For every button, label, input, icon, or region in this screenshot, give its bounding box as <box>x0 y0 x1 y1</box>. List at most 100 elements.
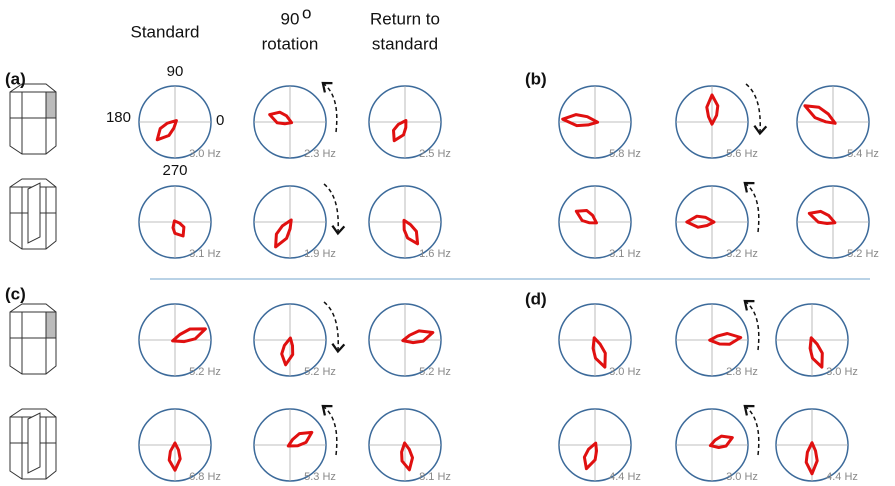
polar-plot <box>138 85 212 159</box>
angle-label: 90 <box>167 63 184 80</box>
arena-outline <box>9 303 57 375</box>
polar-plot <box>138 185 212 259</box>
firing-rate: 4.4 Hz <box>826 471 858 483</box>
tuning-curve <box>708 434 734 449</box>
tuning-curve <box>171 327 207 344</box>
tuning-curve <box>582 441 598 471</box>
polar-plot <box>138 408 212 482</box>
polar-plot <box>675 185 749 259</box>
tuning-curve <box>392 119 408 143</box>
firing-rate: 1.9 Hz <box>304 248 336 260</box>
polar-plot <box>253 85 327 159</box>
tuning-curve <box>808 336 824 369</box>
arena-cue <box>45 91 57 119</box>
firing-rate: 3.0 Hz <box>189 148 221 160</box>
rotation-arrow <box>321 81 338 133</box>
polar-plot <box>675 408 749 482</box>
firing-rate: 5.4 Hz <box>847 148 879 160</box>
firing-rate: 3.1 Hz <box>189 248 221 260</box>
panel-label: (d) <box>525 289 547 308</box>
firing-rate: 3.0 Hz <box>726 471 758 483</box>
tuning-curve <box>286 430 314 448</box>
polar-plot <box>368 85 442 159</box>
firing-rate: 5.2 Hz <box>847 248 879 260</box>
polar-plot <box>558 303 632 377</box>
arena-outline <box>9 83 57 155</box>
polar-plot <box>796 85 870 159</box>
polar-plot <box>675 303 749 377</box>
firing-rate: 5.3 Hz <box>304 471 336 483</box>
rotation-arrow <box>323 183 346 236</box>
polar-plot <box>253 185 327 259</box>
tuning-curve <box>705 93 720 126</box>
firing-rate: 3.1 Hz <box>609 248 641 260</box>
firing-rate: 3.0 Hz <box>609 366 641 378</box>
tuning-curve <box>171 219 186 238</box>
tuning-curve <box>591 336 607 369</box>
firing-rate: 3.2 Hz <box>726 248 758 260</box>
firing-rate: 6.8 Hz <box>189 471 221 483</box>
firing-rate: 4.4 Hz <box>609 471 641 483</box>
rotation-arrow <box>321 404 338 456</box>
tuning-curve <box>685 214 716 229</box>
tuning-curve <box>561 113 600 128</box>
column-header-sup: o <box>302 3 311 22</box>
polar-plot <box>796 185 870 259</box>
polar-plot <box>253 303 327 377</box>
column-header: 90 <box>281 9 300 28</box>
tuning-curve <box>274 218 293 249</box>
panel-label: (b) <box>525 69 547 88</box>
firing-rate: 2.5 Hz <box>419 148 451 160</box>
rotation-arrow <box>743 404 760 456</box>
tuning-curve <box>167 441 182 472</box>
firing-rate: 5.8 Hz <box>609 148 641 160</box>
arena-cue <box>45 311 57 339</box>
polar-plot <box>368 408 442 482</box>
rotation-arrow <box>323 301 346 354</box>
polar-plot <box>675 85 749 159</box>
tuning-curve <box>804 441 819 476</box>
firing-rate: 5.2 Hz <box>189 366 221 378</box>
firing-rate: 8.1 Hz <box>419 471 451 483</box>
column-header: rotation <box>262 34 319 53</box>
firing-rate: 5.2 Hz <box>304 366 336 378</box>
firing-rate: 2.8 Hz <box>726 366 758 378</box>
tuning-curve <box>268 110 294 126</box>
tuning-curve <box>401 329 435 345</box>
polar-plot <box>253 408 327 482</box>
rotation-arrow <box>743 299 760 351</box>
firing-rate: 3.0 Hz <box>826 366 858 378</box>
panel-label: (c) <box>5 284 26 303</box>
panel-label: (a) <box>5 69 26 88</box>
tuning-curve <box>803 104 837 125</box>
arena-icons <box>9 83 57 480</box>
angle-label: 270 <box>162 162 187 179</box>
rotation-arrow <box>743 181 760 233</box>
tuning-curve <box>400 441 414 472</box>
tuning-curve <box>155 119 178 142</box>
firing-rate: 5.2 Hz <box>419 366 451 378</box>
arena-panel <box>27 412 41 474</box>
polar-plot <box>558 408 632 482</box>
polar-plot <box>368 303 442 377</box>
tuning-curve <box>807 209 837 225</box>
column-header: Standard <box>131 22 200 41</box>
rotation-arrow <box>745 83 768 136</box>
angle-label: 180 <box>106 109 131 126</box>
polar-plot <box>558 185 632 259</box>
tuning-curve <box>280 336 295 367</box>
angle-label: 0 <box>216 112 224 129</box>
column-header: standard <box>372 34 438 53</box>
polar-plot <box>558 85 632 159</box>
polar-plot <box>775 408 849 482</box>
polar-plot <box>138 303 212 377</box>
firing-rate: 2.3 Hz <box>304 148 336 160</box>
tuning-curve <box>402 218 420 246</box>
polar-plot <box>368 185 442 259</box>
firing-rate: 1.6 Hz <box>419 248 451 260</box>
tuning-curve <box>574 209 598 225</box>
firing-rate: 5.6 Hz <box>726 148 758 160</box>
column-header: Return to <box>370 9 440 28</box>
tuning-curve <box>708 332 743 346</box>
